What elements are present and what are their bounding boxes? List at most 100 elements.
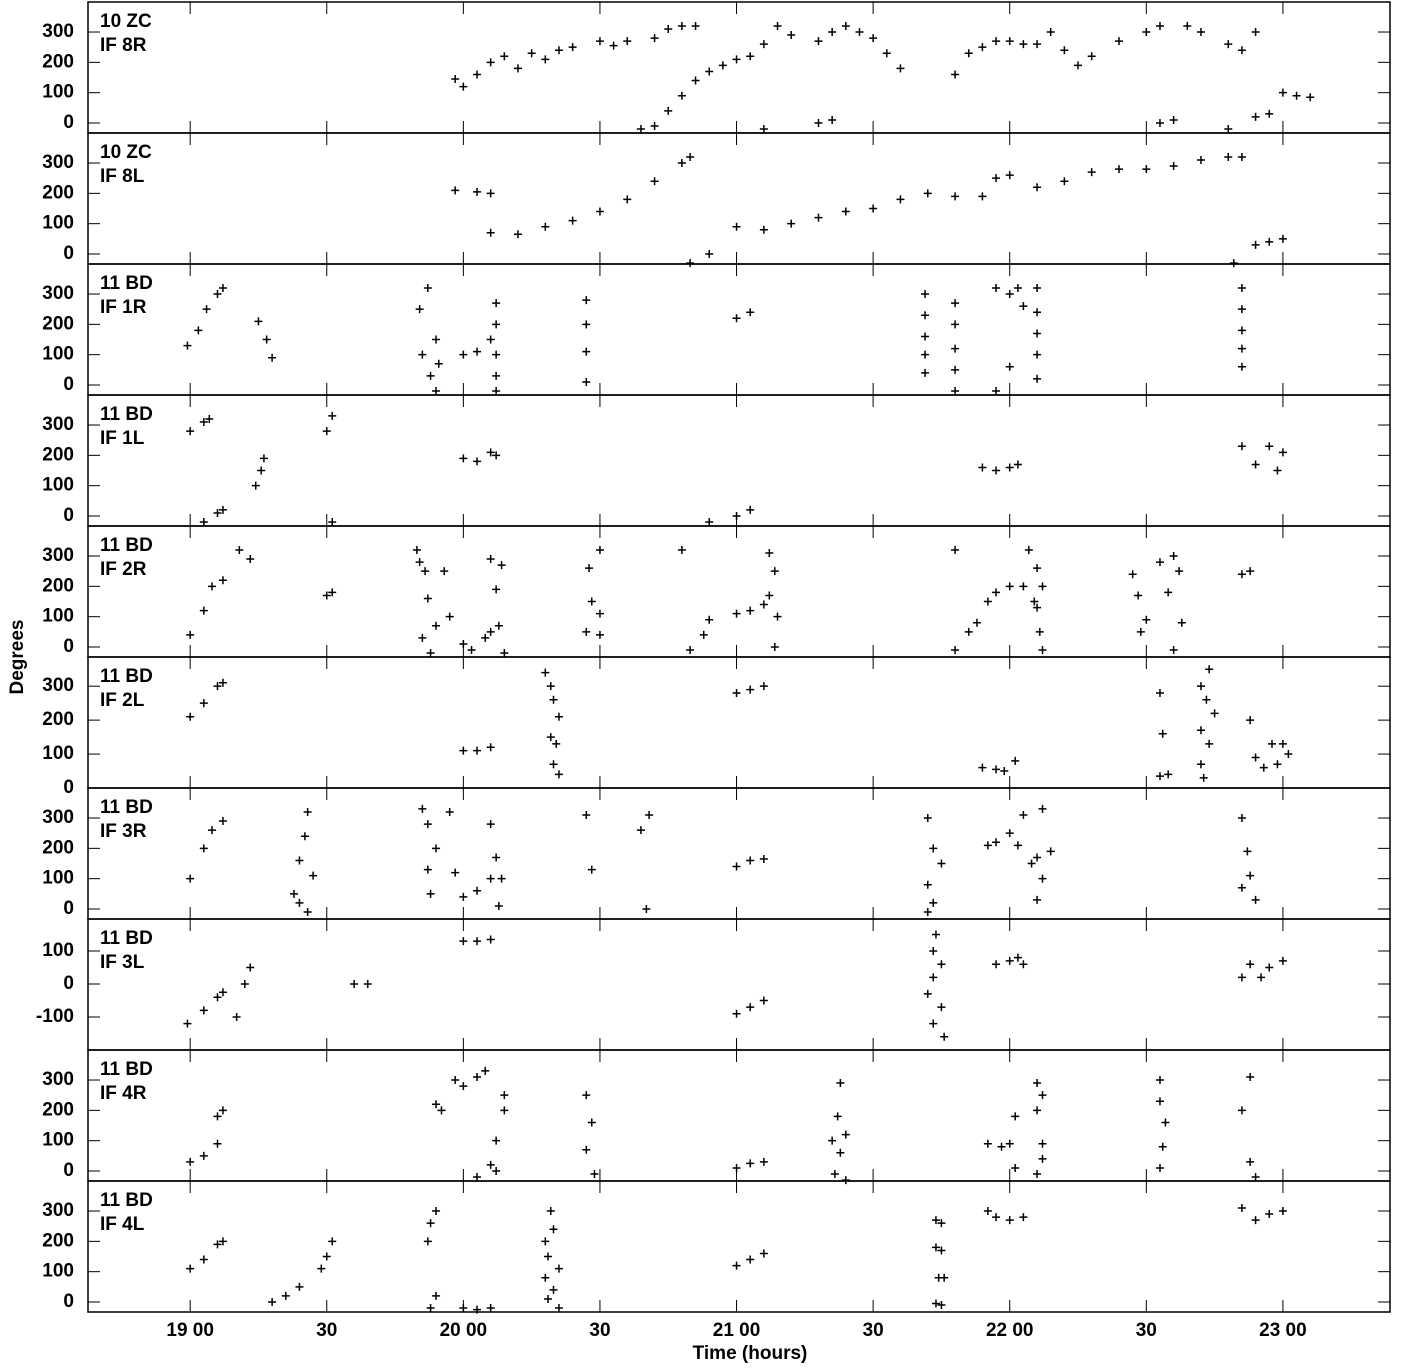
point	[1155, 772, 1164, 781]
point	[218, 678, 227, 687]
point	[582, 377, 591, 386]
panel-frame	[87, 132, 1391, 265]
y-tick-label: 100	[42, 1261, 74, 1282]
point	[940, 1032, 949, 1041]
point	[552, 739, 561, 748]
point	[494, 901, 503, 910]
point	[1265, 1210, 1274, 1219]
point	[787, 219, 796, 228]
point	[473, 187, 482, 196]
y-tick-label: 200	[42, 1230, 74, 1251]
point	[186, 1157, 195, 1166]
point	[492, 1166, 501, 1175]
point	[423, 283, 432, 292]
point	[983, 1207, 992, 1216]
point	[828, 1136, 837, 1145]
point	[759, 682, 768, 691]
point	[595, 630, 604, 639]
point	[1246, 1157, 1255, 1166]
y-tick-label: 200	[42, 575, 74, 596]
point	[677, 91, 686, 100]
point	[544, 1252, 553, 1261]
point	[486, 189, 495, 198]
point	[1033, 329, 1042, 338]
point	[213, 1139, 222, 1148]
point	[759, 1157, 768, 1166]
point	[568, 216, 577, 225]
point	[208, 826, 217, 835]
point	[1196, 760, 1205, 769]
point	[1224, 40, 1233, 49]
point	[677, 159, 686, 168]
point	[1005, 362, 1014, 371]
point	[732, 1009, 741, 1018]
point	[268, 353, 277, 362]
y-tick-label: 0	[63, 1160, 74, 1181]
point	[929, 898, 938, 907]
point	[921, 290, 930, 299]
point	[183, 341, 192, 350]
point	[983, 841, 992, 850]
point	[1237, 362, 1246, 371]
point	[923, 989, 932, 998]
panel-annotation: 11 BD	[100, 797, 153, 818]
point	[497, 874, 506, 883]
point	[582, 320, 591, 329]
point	[1033, 853, 1042, 862]
y-tick-label: 0	[63, 898, 74, 919]
x-tick-label: 22 00	[986, 1320, 1034, 1341]
point	[830, 1170, 839, 1179]
panel-annotation: 11 BD	[100, 666, 153, 687]
point	[951, 365, 960, 374]
point	[363, 980, 372, 989]
panel-annotation: 10 ZC	[100, 11, 152, 32]
point	[1265, 109, 1274, 118]
point	[746, 1003, 755, 1012]
point	[426, 649, 435, 658]
point	[213, 290, 222, 299]
point	[418, 633, 427, 642]
point	[432, 1207, 441, 1216]
point	[814, 37, 823, 46]
point	[1237, 883, 1246, 892]
y-tick-label: 300	[42, 545, 74, 566]
point	[1155, 1076, 1164, 1085]
point	[1033, 564, 1042, 573]
point	[951, 387, 960, 396]
point	[1251, 112, 1260, 121]
point	[426, 1219, 435, 1228]
y-tick-label: 100	[42, 606, 74, 627]
point	[923, 908, 932, 917]
x-tick-label: 30	[863, 1320, 884, 1341]
point	[1164, 588, 1173, 597]
point	[1005, 1216, 1014, 1225]
point	[473, 457, 482, 466]
point	[992, 838, 1001, 847]
point	[1035, 627, 1044, 636]
point	[494, 621, 503, 630]
point	[451, 1076, 460, 1085]
point	[732, 222, 741, 231]
point	[1164, 770, 1173, 779]
point	[746, 856, 755, 865]
point	[481, 633, 490, 642]
point	[473, 70, 482, 79]
point	[412, 545, 421, 554]
point	[746, 505, 755, 514]
point	[418, 350, 427, 359]
panel-annotation: IF 2R	[100, 559, 147, 580]
point	[582, 810, 591, 819]
y-tick-label: 200	[42, 709, 74, 730]
panel-annotation: IF 1L	[100, 428, 145, 449]
point	[486, 228, 495, 237]
x-tick-label: 30	[1136, 1320, 1157, 1341]
point	[322, 1252, 331, 1261]
point	[691, 21, 700, 30]
point	[1237, 442, 1246, 451]
point	[205, 414, 214, 423]
point	[992, 765, 1001, 774]
point	[636, 125, 645, 134]
y-tick-label: 100	[42, 1130, 74, 1151]
point	[1033, 1106, 1042, 1115]
point	[937, 1219, 946, 1228]
